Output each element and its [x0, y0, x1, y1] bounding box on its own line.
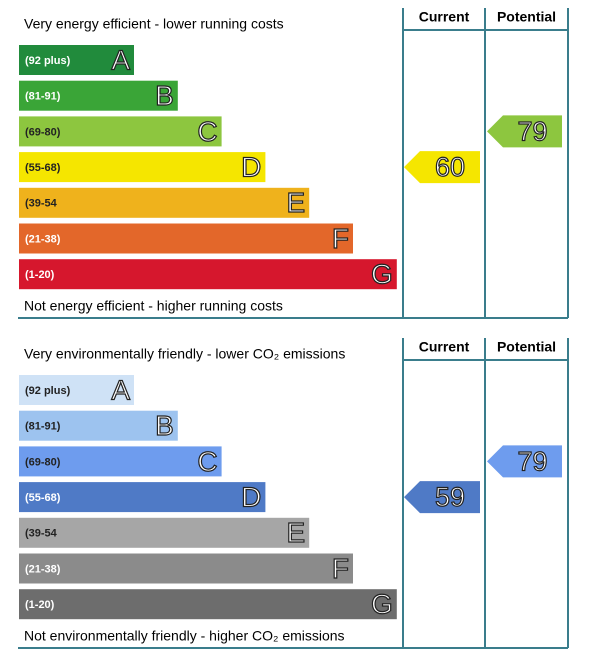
band-bar — [19, 589, 397, 620]
band-letter: A — [111, 374, 130, 405]
band-letter: G — [371, 259, 393, 290]
rating-value: 60 — [435, 152, 465, 182]
band-bar — [19, 410, 178, 441]
column-header: Potential — [497, 339, 556, 355]
band-bar — [19, 259, 397, 290]
band-letter: E — [287, 187, 306, 218]
band-letter: E — [287, 517, 306, 548]
band-letter: C — [197, 446, 217, 477]
band-range: (92 plus) — [25, 385, 71, 397]
column-header: Potential — [497, 9, 556, 25]
rating-arrow — [487, 445, 562, 478]
bottom-label: Not energy efficient - higher running co… — [24, 298, 283, 314]
band-range: (81-91) — [25, 421, 61, 433]
band-range: (69-80) — [25, 456, 61, 468]
band-range: (1-20) — [25, 599, 55, 611]
band-range: (92 plus) — [25, 55, 71, 67]
band-range: (21-38) — [25, 233, 61, 245]
band-range: (39-54 — [25, 528, 58, 540]
band-bar — [19, 152, 266, 183]
band-letter: F — [332, 223, 349, 254]
band-bar — [19, 482, 266, 513]
rating-arrow — [487, 115, 562, 148]
band-bar — [19, 116, 222, 147]
band-letter: A — [111, 44, 130, 75]
band-range: (55-68) — [25, 162, 61, 174]
band-letter: B — [155, 410, 174, 441]
column-header: Current — [419, 9, 470, 25]
rating-value: 59 — [435, 482, 465, 512]
band-bar — [19, 187, 310, 218]
band-bar — [19, 375, 134, 405]
top-label: Very environmentally friendly - lower CO… — [24, 346, 345, 362]
band-bar — [19, 553, 353, 584]
band-bar — [19, 80, 178, 111]
band-letter: G — [371, 589, 393, 620]
column-header: Current — [419, 339, 470, 355]
band-range: (21-38) — [25, 563, 61, 575]
band-bar — [19, 45, 134, 75]
band-bar — [19, 446, 222, 477]
rating-value: 79 — [517, 117, 547, 147]
band-range: (81-91) — [25, 91, 61, 103]
band-bar — [19, 223, 353, 254]
band-letter: F — [332, 553, 349, 584]
top-label: Very energy efficient - lower running co… — [24, 16, 284, 32]
band-range: (69-80) — [25, 126, 61, 138]
band-range: (39-54 — [25, 198, 58, 210]
rating-arrow — [404, 481, 480, 514]
band-letter: B — [155, 80, 174, 111]
band-range: (55-68) — [25, 492, 61, 504]
bottom-label: Not environmentally friendly - higher CO… — [24, 628, 345, 644]
band-letter: D — [241, 151, 261, 182]
band-letter: D — [241, 481, 261, 512]
band-bar — [19, 517, 310, 548]
band-range: (1-20) — [25, 269, 55, 281]
rating-arrow — [404, 151, 480, 184]
rating-value: 79 — [517, 447, 547, 477]
band-letter: C — [197, 116, 217, 147]
